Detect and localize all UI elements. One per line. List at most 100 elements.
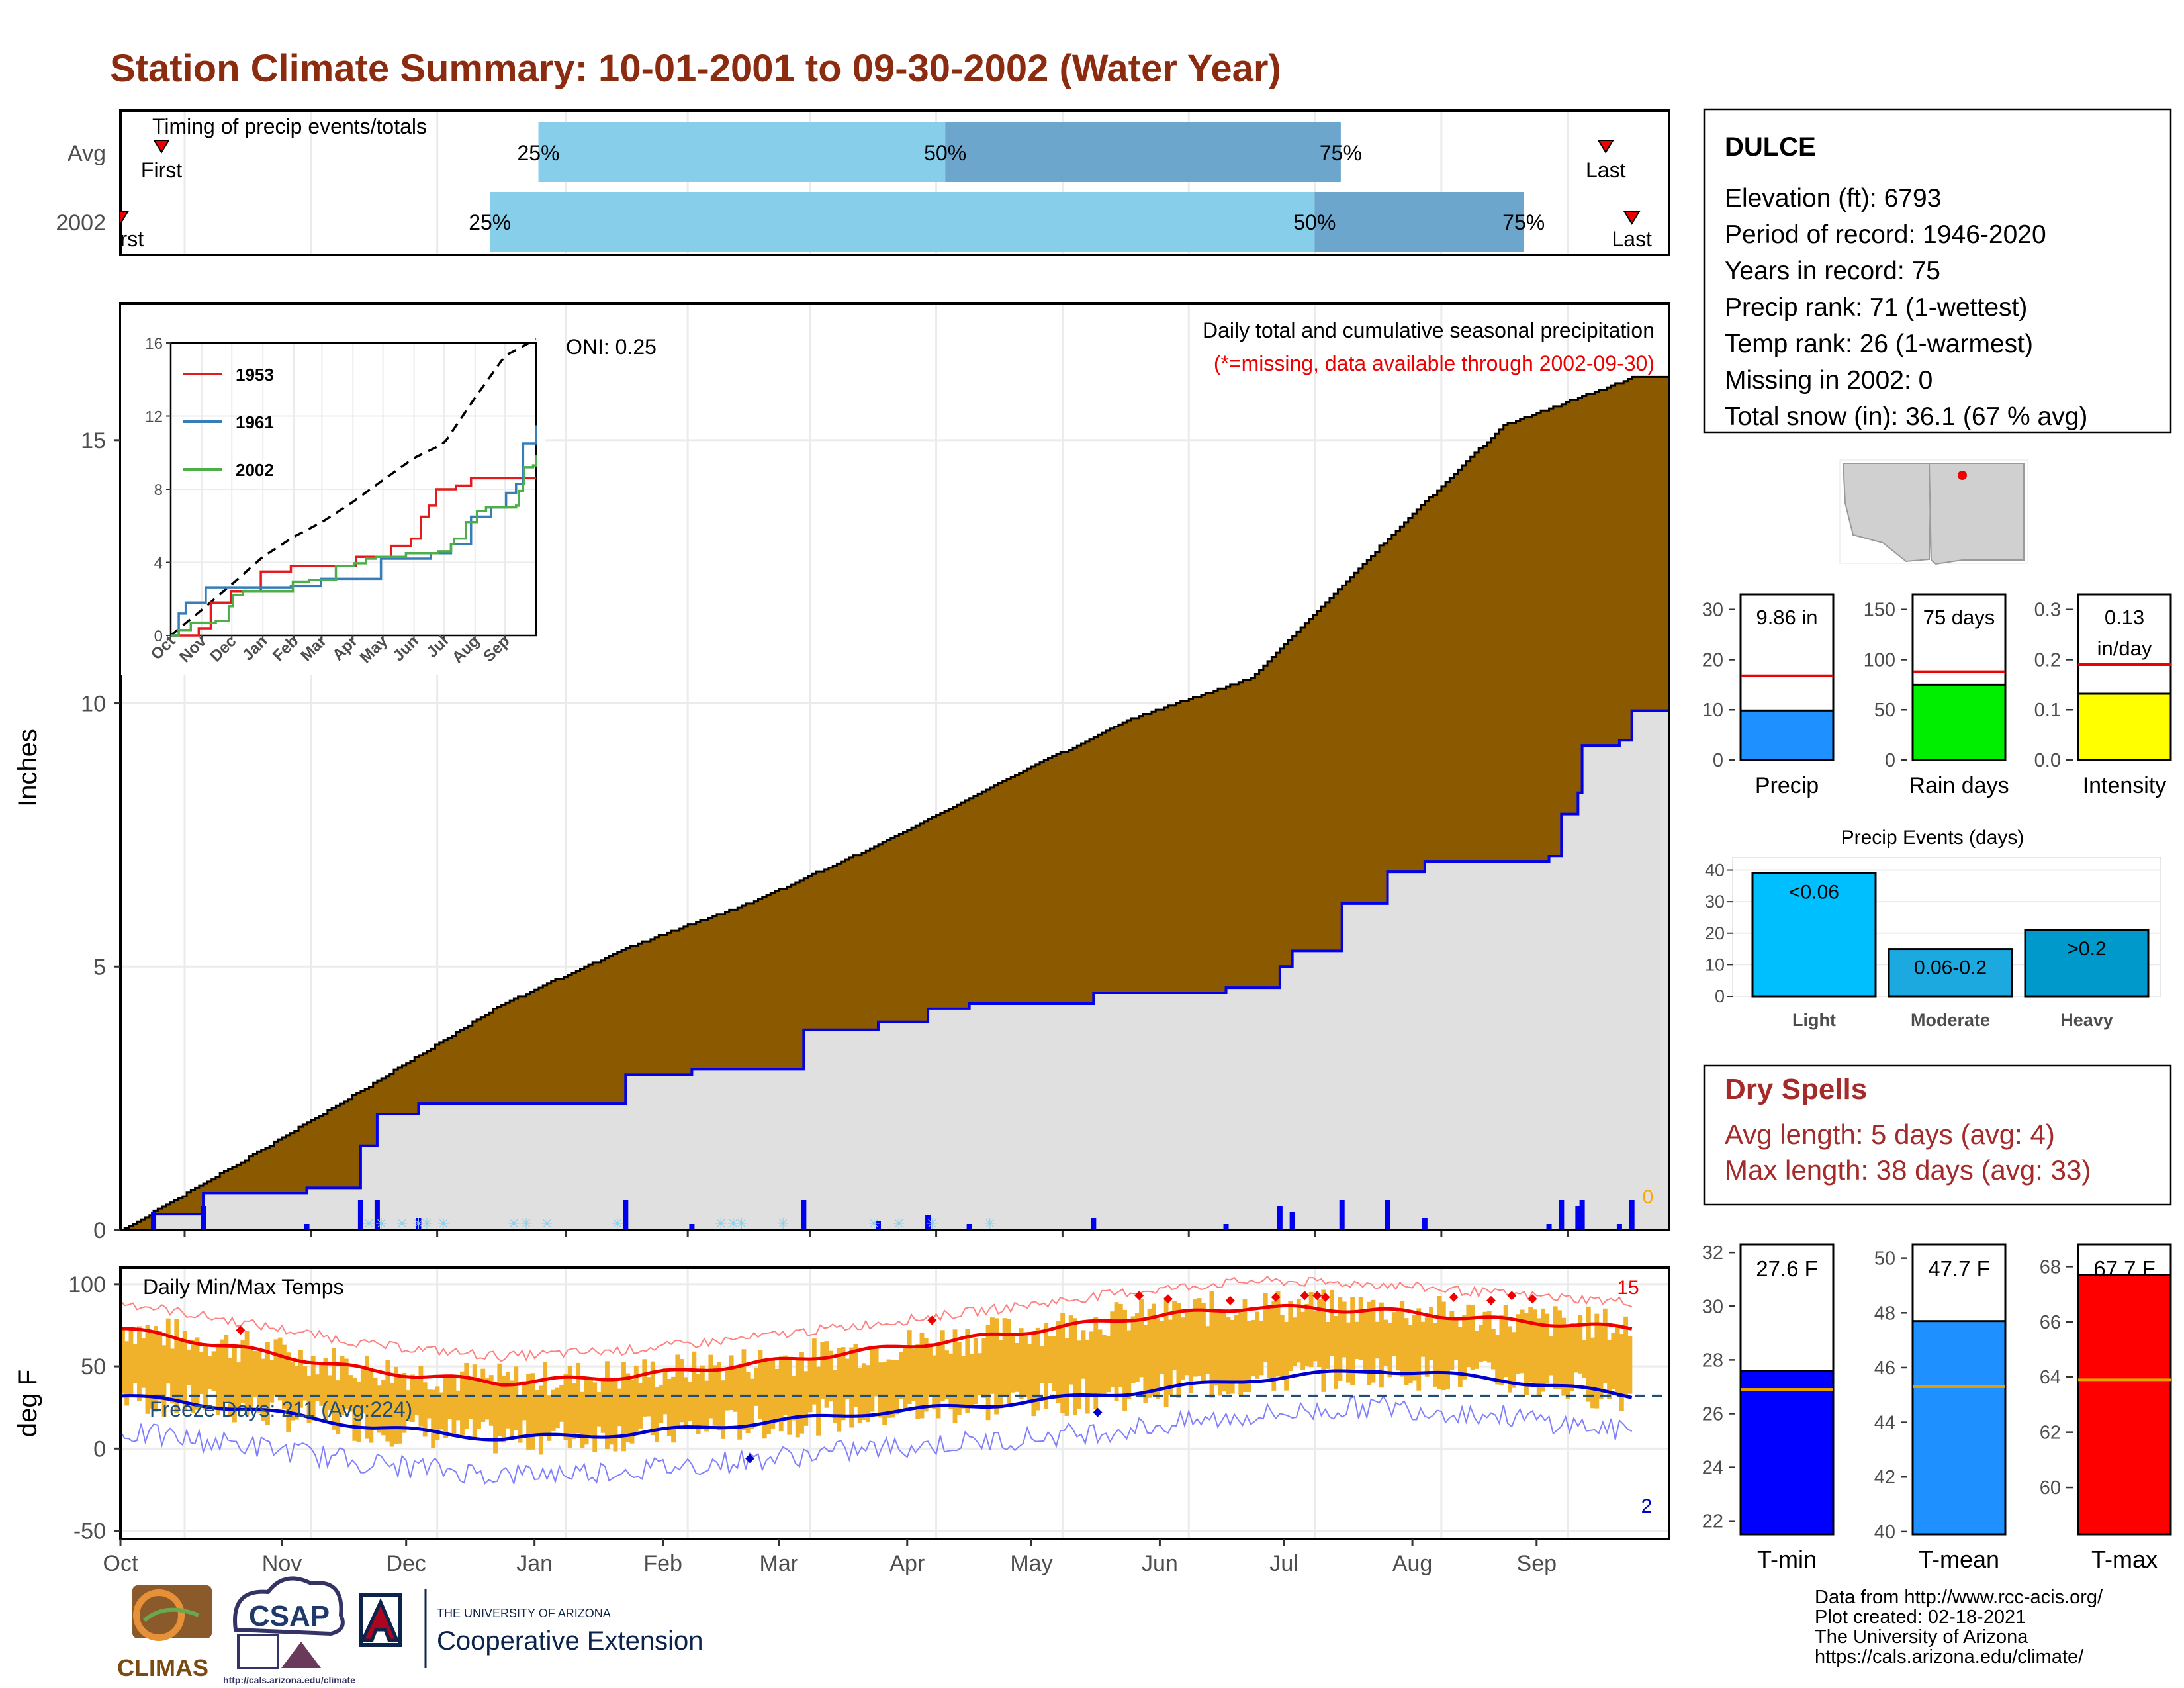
events-bar-heavy [2024, 929, 2150, 998]
temp-xtick-label: Mar [760, 1551, 799, 1576]
snow-marker: ✳ [421, 1215, 433, 1232]
snow-marker: ✳ [508, 1215, 520, 1232]
temp-range-bar [688, 1382, 693, 1422]
temp-range-bar [770, 1360, 776, 1429]
temp-range-bar [1011, 1336, 1016, 1393]
temp-range-bar [1284, 1321, 1289, 1391]
temp-range-bar [1213, 1309, 1218, 1386]
temp-range-bar [385, 1360, 390, 1442]
temp-range-bar [911, 1348, 916, 1401]
timing-2002-last: Last [1612, 227, 1652, 251]
csap-logo-text: CSAP [249, 1600, 330, 1632]
inset-ytick-label: 12 [145, 408, 163, 426]
daily-precip-bar [925, 1215, 931, 1230]
temp-range-bar [306, 1376, 312, 1423]
temp-range-bar [605, 1361, 610, 1450]
events-bar-label: >0.2 [2067, 938, 2106, 960]
temp-range-bar [1536, 1318, 1541, 1395]
record-high-marker [236, 1325, 246, 1335]
temp-range-bar [1230, 1320, 1235, 1394]
temp-range-bar [1110, 1311, 1115, 1387]
precip-missing-note: (*=missing, data available through 2002-… [1214, 352, 1655, 375]
temp-range-bar [1541, 1308, 1545, 1392]
daily-precip-bar [1629, 1200, 1635, 1230]
temp-range-bar [1482, 1311, 1488, 1361]
temp-range-bar [666, 1378, 672, 1436]
temp-range-bar [1569, 1323, 1574, 1391]
summary-ytick-label: 0.3 [2034, 600, 2061, 621]
temp-range-bar [1490, 1329, 1496, 1370]
temp-range-bar [381, 1380, 387, 1436]
summary-ytick-label: 50 [1874, 700, 1895, 721]
temp-range-bar [120, 1327, 125, 1394]
temp-summary-ytick-label: 48 [1874, 1303, 1895, 1324]
events-category-label: Light [1792, 1010, 1836, 1030]
temp-range-bar [890, 1360, 895, 1418]
station-precip-rank: Precip rank: 71 (1-wettest) [1725, 293, 2027, 322]
temp-range-bar [1242, 1299, 1248, 1392]
record-high-marker [1271, 1292, 1281, 1302]
daily-precip-bar [623, 1200, 629, 1230]
temp-range-bar [650, 1361, 655, 1436]
temp-range-bar [1118, 1303, 1123, 1387]
events-category-label: Heavy [2060, 1010, 2113, 1030]
temp-range-bar [981, 1338, 987, 1398]
temp-range-bar [563, 1374, 569, 1440]
temp-summary-value: 27.6 F [1756, 1256, 1818, 1281]
temp-range-bar [936, 1343, 941, 1419]
record-low-marker [1093, 1407, 1103, 1417]
daily-precip-bar [1546, 1224, 1552, 1230]
temp-summary-ytick-label: 26 [1702, 1404, 1723, 1425]
temp-summary-t-min: 22 24 26 28 30 32 27.6 F T-min [1702, 1243, 1835, 1573]
temp-range-bar [973, 1338, 978, 1405]
temp-summary-value: 67.7 F [2093, 1256, 2156, 1281]
temp-range-bar [1582, 1340, 1587, 1378]
temp-range-bar [1363, 1309, 1367, 1370]
events-category-label: Moderate [1911, 1010, 1990, 1030]
temp-range-bar [754, 1367, 759, 1406]
temp-range-bar [592, 1382, 598, 1452]
temp-range-bar [1520, 1309, 1525, 1374]
observed-cumulative-area [120, 710, 1669, 1230]
temp-range-bar [290, 1361, 295, 1421]
temp-summary-bar [1911, 1320, 2007, 1536]
temp-range-bar [1263, 1293, 1268, 1362]
temp-summary-ytick-label: 44 [1874, 1413, 1895, 1434]
temp-summary-ytick-label: 62 [2040, 1423, 2061, 1444]
temp-range-bar [679, 1358, 684, 1423]
climas-logo-text: CLIMAS [117, 1654, 208, 1681]
page-title: Station Climate Summary: 10-01-2001 to 0… [110, 47, 1281, 90]
snow-marker: ✳ [375, 1215, 387, 1232]
summary-bar-charts: 0 10 20 30 9.86 in Precip 0 50 100 150 75 days Rain… [1702, 593, 2172, 798]
timing-2002-p25: 25% [469, 211, 511, 234]
location-map [1839, 459, 2028, 565]
snow-marker: ✳ [926, 1215, 938, 1232]
temp-range-bar [327, 1375, 332, 1410]
temp-range-bar [1122, 1309, 1127, 1411]
temp-range-bar [1193, 1299, 1198, 1377]
summary-ytick-label: 0.2 [2034, 649, 2061, 671]
record-high-marker [1507, 1291, 1517, 1301]
oni-label: ONI: 0.25 [566, 335, 657, 359]
temp-range-bar [849, 1347, 854, 1428]
temp-range-bar [1387, 1323, 1392, 1378]
summary-ytick-label: 20 [1702, 649, 1723, 671]
snow-marker: ✳ [412, 1215, 424, 1232]
timing-y2002-bar-q3 [1314, 192, 1524, 252]
daily-precip-bar [1616, 1224, 1622, 1230]
temp-range-bar [1358, 1297, 1363, 1360]
freeze-days-label: Freeze Days: 211 (Avg:224) [150, 1397, 412, 1421]
temp-range-bar [165, 1318, 171, 1384]
temp-range-bar [1590, 1337, 1595, 1409]
daily-precip-bar [357, 1200, 363, 1230]
temp-range-bar [145, 1325, 150, 1414]
summary-value: 0.13 [2105, 606, 2144, 629]
temp-range-bar [1420, 1321, 1426, 1357]
temp-range-bar [360, 1366, 365, 1414]
temp-range-bar [1424, 1317, 1430, 1377]
temp-range-bar [646, 1377, 651, 1417]
temp-range-bar [1101, 1335, 1107, 1395]
temp-range-bar [336, 1380, 341, 1434]
temp-range-bar [895, 1360, 899, 1415]
